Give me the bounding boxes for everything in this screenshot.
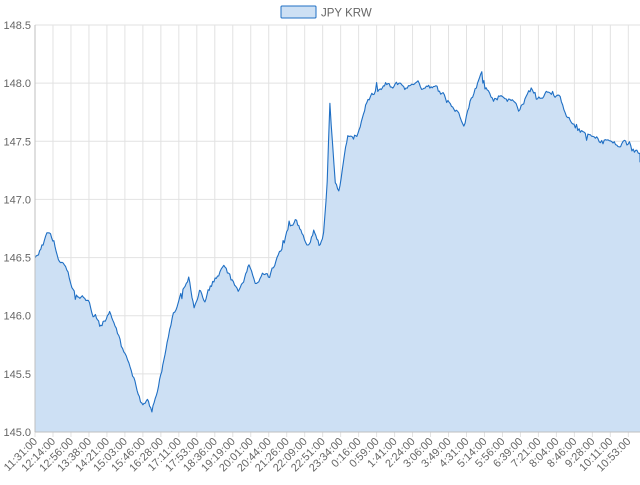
y-tick-label: 146.5 <box>3 253 31 265</box>
legend-label: JPY KRW <box>321 8 372 20</box>
y-tick-label: 145.0 <box>3 427 31 439</box>
y-tick-label: 148.0 <box>3 78 31 90</box>
legend[interactable]: JPY KRW <box>280 5 372 20</box>
y-tick-label: 147.5 <box>3 136 31 148</box>
y-tick-label: 146.0 <box>3 311 31 323</box>
series-area-fill <box>35 71 640 432</box>
y-tick-label: 148.5 <box>3 20 31 32</box>
legend-swatch <box>280 5 317 19</box>
axes: 145.0 145.5 146.0 146.5 147.0 147.5 148.0 148.5… <box>2 20 640 474</box>
y-tick-label: 147.0 <box>3 194 31 206</box>
area-layer <box>34 71 640 432</box>
y-tick-label: 145.5 <box>3 369 31 381</box>
series-line-jpy-krw <box>34 71 640 413</box>
